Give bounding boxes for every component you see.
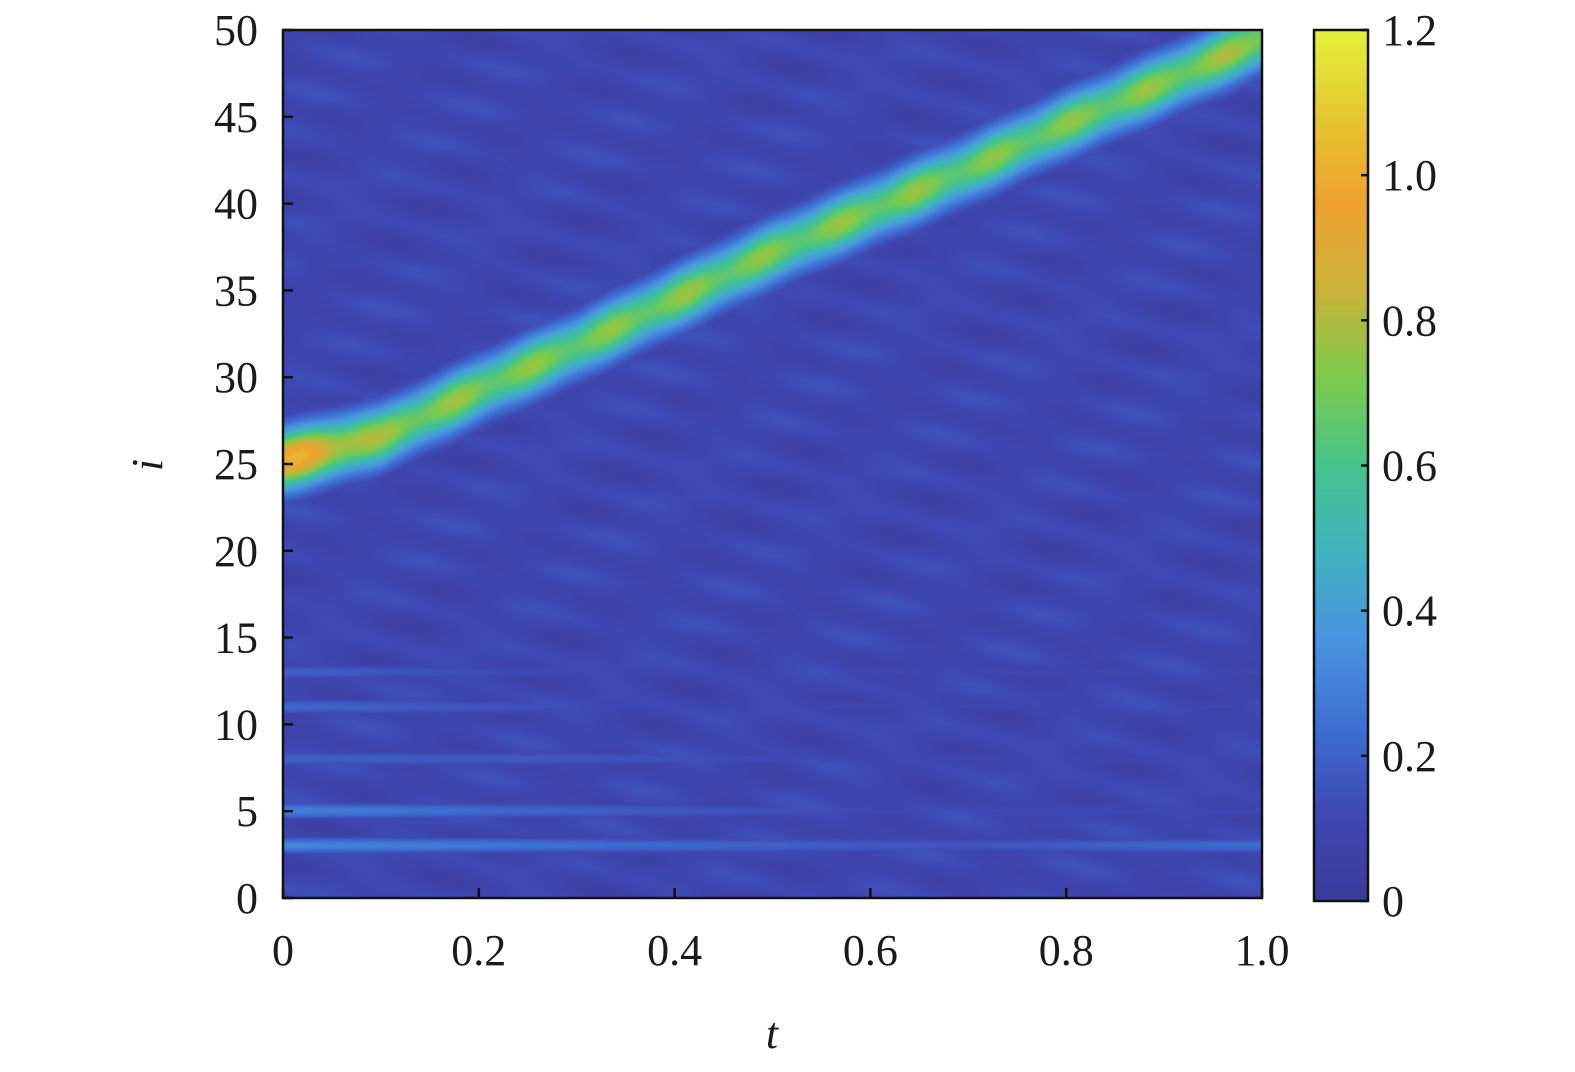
y-tick-label: 35 — [214, 266, 258, 315]
colorbar-tick-label: 1.0 — [1382, 151, 1437, 200]
colorbar-tick-label: 0.4 — [1382, 587, 1437, 636]
x-tick-label: 0.2 — [451, 926, 506, 975]
colorbar-tick-label: 0 — [1382, 877, 1404, 926]
y-tick-label: 15 — [214, 614, 258, 663]
x-tick-label: 1.0 — [1235, 926, 1290, 975]
x-tick-label: 0.6 — [843, 926, 898, 975]
y-tick-label: 0 — [236, 874, 258, 923]
colorbar-tick-label: 0.6 — [1382, 442, 1437, 491]
y-axis-label: i — [123, 459, 172, 471]
x-tick-label: 0.8 — [1039, 926, 1094, 975]
y-tick-label: 10 — [214, 700, 258, 749]
y-tick-label: 25 — [214, 440, 258, 489]
colorbar-frame — [1312, 28, 1370, 903]
y-tick-label: 5 — [236, 787, 258, 836]
x-axis-label: t — [766, 1009, 780, 1058]
colorbar — [1314, 30, 1368, 901]
y-tick-label: 50 — [214, 6, 258, 55]
colorbar-tick-label: 0.2 — [1382, 732, 1437, 781]
y-tick-label: 40 — [214, 180, 258, 229]
y-tick-label: 30 — [214, 353, 258, 402]
x-tick-label: 0.4 — [647, 926, 702, 975]
colorbar-tick-label: 0.8 — [1382, 296, 1437, 345]
plot-frame — [281, 28, 1264, 900]
x-tick-label: 0 — [272, 926, 294, 975]
heatmap-image — [283, 30, 1262, 898]
colorbar-tick-label: 1.2 — [1382, 6, 1437, 55]
y-tick-label: 20 — [214, 527, 258, 576]
y-tick-label: 45 — [214, 93, 258, 142]
